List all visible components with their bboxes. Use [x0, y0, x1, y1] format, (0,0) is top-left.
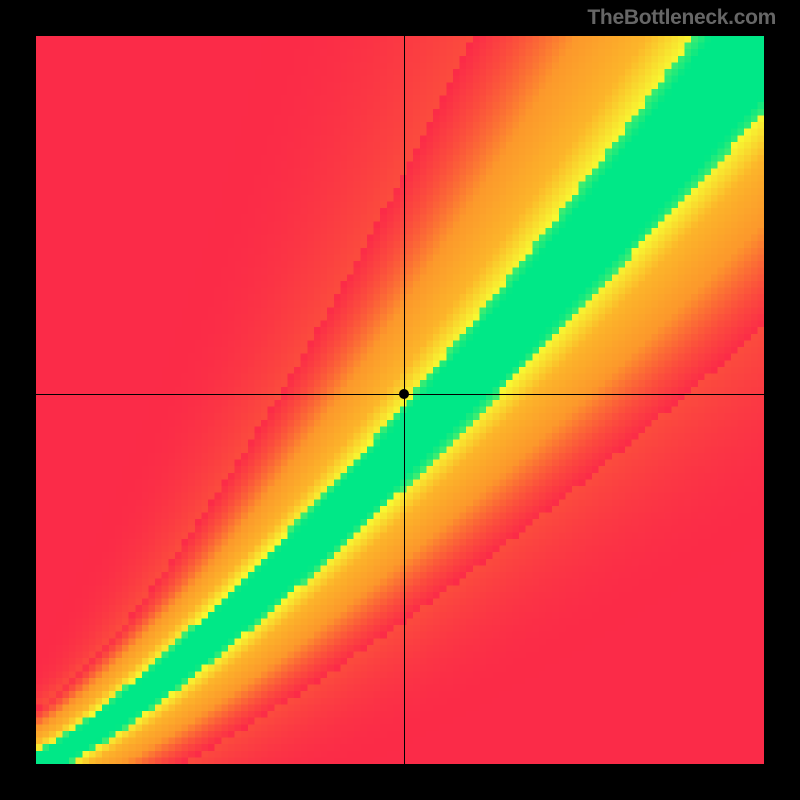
crosshair-vertical — [404, 36, 405, 764]
bottleneck-heatmap — [36, 36, 764, 764]
heatmap-canvas — [36, 36, 764, 764]
watermark-text: TheBottleneck.com — [587, 6, 776, 30]
crosshair-marker — [399, 389, 409, 399]
